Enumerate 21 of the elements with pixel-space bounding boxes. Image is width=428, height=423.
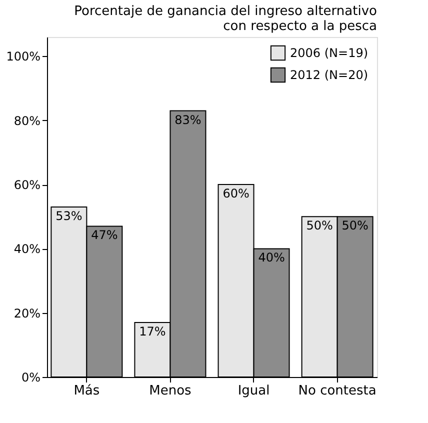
data-label: 47% [91, 228, 118, 242]
data-label: 50% [306, 218, 333, 233]
data-label: 17% [139, 324, 166, 338]
x-tick-label: Igual [238, 384, 270, 398]
chart-title: Porcentaje de ganancia del ingreso alternativo con respecto a la pesca [74, 4, 378, 34]
y-tick-label: 0% [21, 370, 40, 384]
legend-label: 2012 (N=20) [290, 68, 368, 82]
y-tick-label: 60% [14, 178, 40, 192]
data-label: 40% [258, 250, 285, 265]
data-label: 60% [222, 186, 250, 201]
y-tick-label: 100% [6, 50, 40, 64]
y-tick-label: 80% [14, 114, 40, 128]
x-tick-label: Menos [149, 384, 192, 398]
legend-label: 2006 (N=19) [290, 46, 368, 60]
data-label: 53% [56, 209, 82, 223]
y-tick-label: 40% [14, 242, 40, 256]
x-tick-label: Más [74, 384, 100, 398]
x-tick-label: No contesta [298, 384, 376, 398]
y-tick-label: 20% [14, 306, 40, 320]
data-label: 50% [342, 218, 368, 233]
data-label: 83% [174, 112, 202, 127]
